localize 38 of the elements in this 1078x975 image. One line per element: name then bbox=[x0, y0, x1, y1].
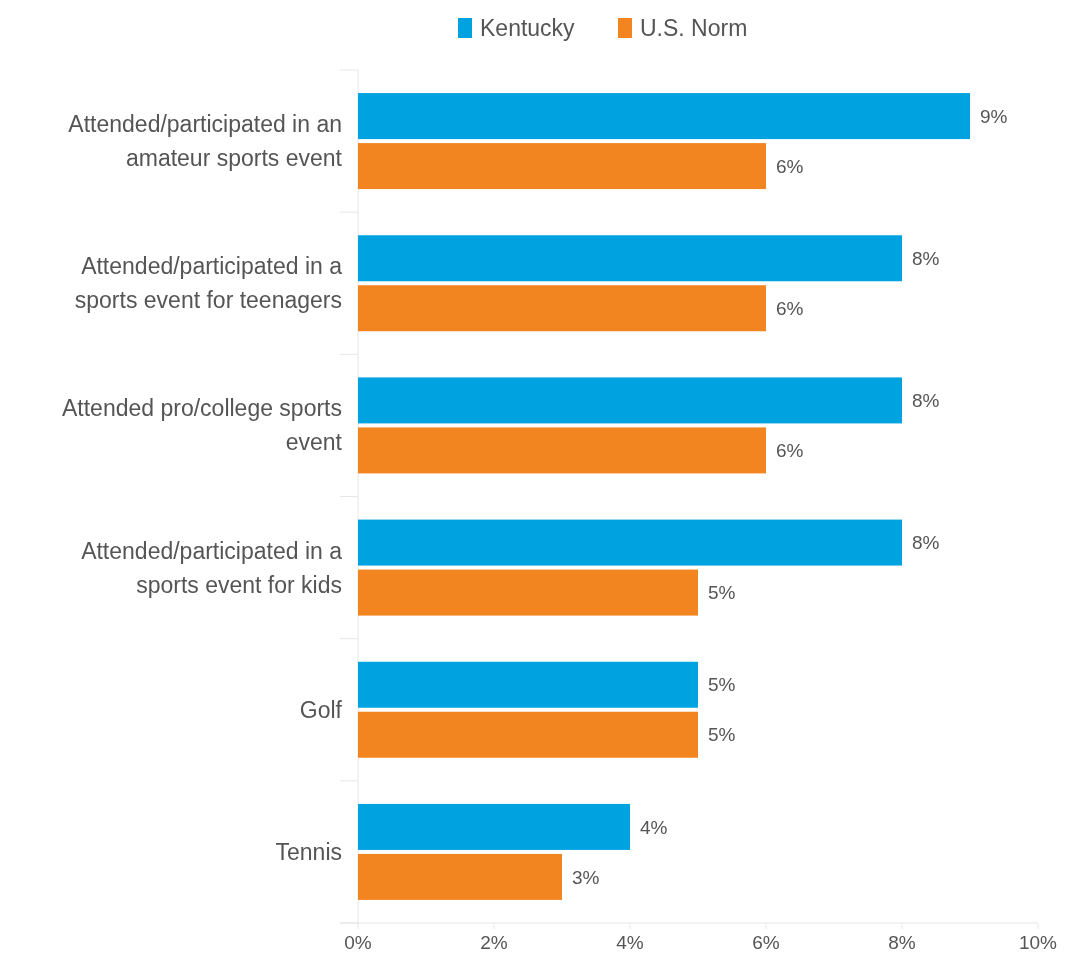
bar bbox=[358, 711, 698, 758]
y-tick-label: Attended pro/college sports event bbox=[61, 395, 343, 456]
data-label: 5% bbox=[708, 724, 736, 746]
y-tick-label: Attended/participated in an amateur sports event bbox=[68, 111, 343, 172]
data-label: 5% bbox=[708, 674, 736, 696]
x-tick-label: 4% bbox=[616, 932, 644, 953]
x-tick-label: 2% bbox=[480, 932, 508, 953]
bar bbox=[358, 519, 902, 566]
legend-label: Kentucky bbox=[480, 15, 576, 42]
y-tick-label: Golf bbox=[299, 696, 343, 723]
data-label: 8% bbox=[912, 532, 940, 554]
x-tick-label: 0% bbox=[344, 932, 372, 953]
data-label: 8% bbox=[912, 247, 940, 269]
data-label: 4% bbox=[640, 816, 668, 838]
bar bbox=[358, 661, 698, 708]
data-label: 5% bbox=[708, 582, 736, 604]
data-label: 6% bbox=[776, 155, 804, 177]
y-tick-label: Attended/participated in a sports event for teenagers bbox=[74, 253, 343, 314]
data-label: 3% bbox=[572, 866, 600, 888]
y-tick-label: Attended/participated in a sports event for kids bbox=[81, 537, 343, 598]
y-tick-label: Tennis bbox=[275, 838, 342, 865]
bar bbox=[358, 235, 902, 282]
bar bbox=[358, 427, 766, 474]
data-label: 9% bbox=[980, 105, 1008, 127]
x-tick-label: 6% bbox=[752, 932, 780, 953]
data-label: 8% bbox=[912, 390, 940, 412]
bar bbox=[358, 853, 562, 900]
legend-label: U.S. Norm bbox=[640, 15, 748, 42]
bar bbox=[358, 285, 766, 332]
bar bbox=[358, 143, 766, 190]
bar bbox=[358, 93, 970, 140]
bar bbox=[358, 377, 902, 424]
data-label: 6% bbox=[776, 440, 804, 462]
x-tick-label: 10% bbox=[1018, 932, 1058, 953]
data-label: 6% bbox=[776, 297, 804, 319]
bar bbox=[358, 569, 698, 616]
x-tick-label: 8% bbox=[888, 932, 916, 953]
bar bbox=[358, 803, 630, 850]
